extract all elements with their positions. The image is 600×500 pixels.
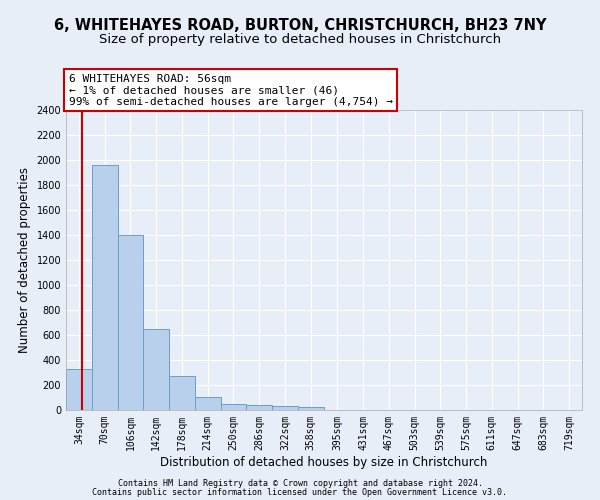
Y-axis label: Number of detached properties: Number of detached properties [18,167,31,353]
Text: Contains public sector information licensed under the Open Government Licence v3: Contains public sector information licen… [92,488,508,497]
Text: Size of property relative to detached houses in Christchurch: Size of property relative to detached ho… [99,32,501,46]
Bar [195,397,221,410]
Bar [298,407,323,410]
Bar [118,235,143,410]
Bar [221,404,247,410]
Bar [143,329,169,410]
Text: 6, WHITEHAYES ROAD, BURTON, CHRISTCHURCH, BH23 7NY: 6, WHITEHAYES ROAD, BURTON, CHRISTCHURCH… [54,18,546,32]
Bar [92,165,118,410]
Bar [272,406,298,410]
Text: 6 WHITEHAYES ROAD: 56sqm
← 1% of detached houses are smaller (46)
99% of semi-de: 6 WHITEHAYES ROAD: 56sqm ← 1% of detache… [68,74,392,107]
Bar [247,405,272,410]
Text: Contains HM Land Registry data © Crown copyright and database right 2024.: Contains HM Land Registry data © Crown c… [118,478,482,488]
X-axis label: Distribution of detached houses by size in Christchurch: Distribution of detached houses by size … [160,456,488,468]
Bar [66,370,92,410]
Bar [169,376,195,410]
